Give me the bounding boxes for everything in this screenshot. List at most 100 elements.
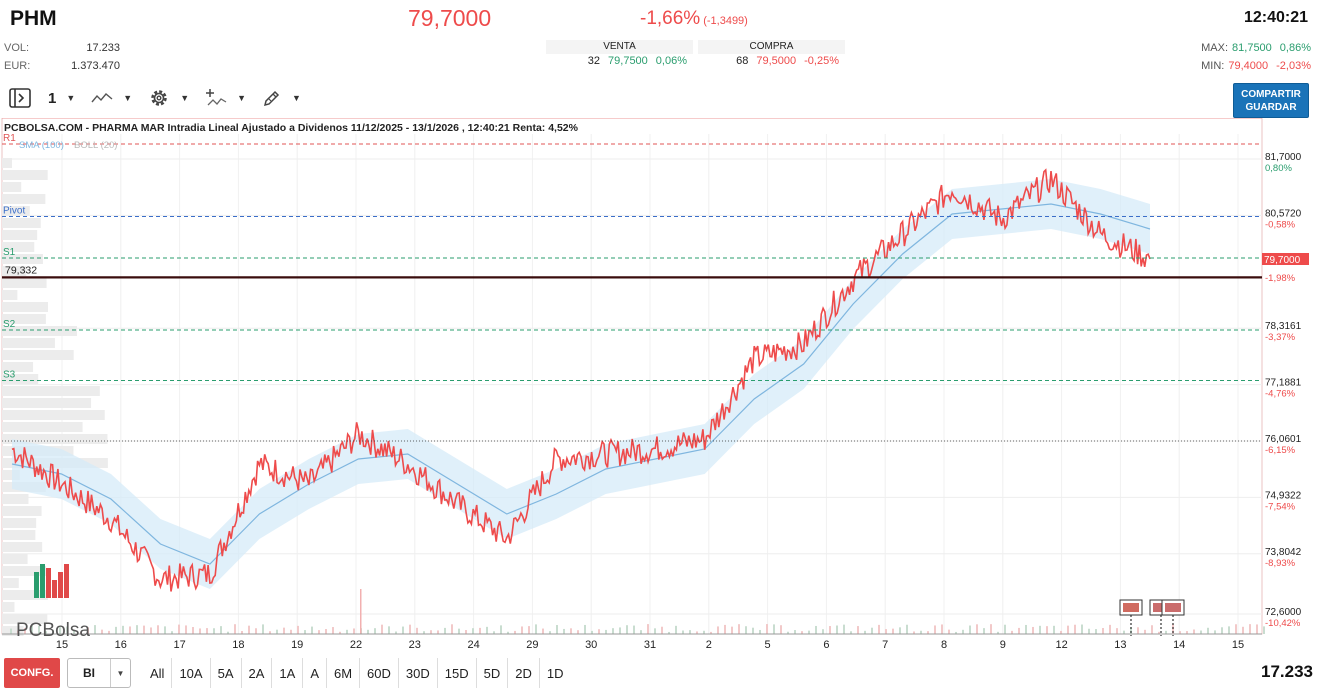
max-label: MAX: xyxy=(1201,42,1229,54)
buy-title: COMPRA xyxy=(749,41,794,52)
volume-bar xyxy=(542,628,544,634)
chart-mode-value: BI xyxy=(83,666,95,680)
period-button-1d[interactable]: 1D xyxy=(546,665,564,681)
draw-tool-select[interactable]: ▼ xyxy=(262,85,301,111)
x-tick-label: 17 xyxy=(173,639,185,651)
sma-line xyxy=(11,203,1151,565)
add-indicator-select[interactable]: ▼ xyxy=(205,85,246,111)
volume-bar xyxy=(696,631,698,634)
period-button-5a[interactable]: 5A xyxy=(211,658,242,688)
line-type-select[interactable]: ▼ xyxy=(91,85,132,111)
period-button-30d[interactable]: 30D xyxy=(399,658,438,688)
level-label-s2: S2 xyxy=(3,319,16,330)
period-button-6m[interactable]: 6M xyxy=(327,658,361,688)
chevron-down-icon: ▼ xyxy=(123,93,133,103)
volume-bar xyxy=(801,631,803,634)
volume-bar xyxy=(941,624,943,634)
x-tick-label: 9 xyxy=(1000,639,1006,651)
price-tick-pct: -7,54% xyxy=(1265,501,1296,512)
volume-bar xyxy=(584,624,586,634)
flag-fill xyxy=(1165,603,1181,612)
volume-bar xyxy=(402,626,404,634)
sell-box: VENTA 32 79,7500 0,06% xyxy=(546,40,693,68)
volume-bar xyxy=(1144,629,1146,634)
buy-price: 79,5000 xyxy=(756,55,797,67)
x-tick-label: 2 xyxy=(706,639,712,651)
volume-profile-bar xyxy=(2,434,108,444)
period-button-2a[interactable]: 2A xyxy=(242,658,273,688)
x-tick-label: 12 xyxy=(1055,639,1067,651)
volume-profile-bar xyxy=(2,218,41,228)
period-button-2d[interactable]: 2D xyxy=(508,658,540,688)
bollinger-band xyxy=(12,179,1150,589)
x-tick-label: 30 xyxy=(585,639,597,651)
volume-bar xyxy=(297,625,299,634)
volume-bar xyxy=(773,624,775,634)
volume-bar xyxy=(626,625,628,634)
period-button-all[interactable]: All xyxy=(143,658,173,688)
volume-bar xyxy=(192,627,194,634)
volume-bar xyxy=(234,624,236,634)
volume-bar xyxy=(45,631,47,634)
volume-bar xyxy=(164,626,166,634)
config-button[interactable]: CONFG. xyxy=(4,658,60,688)
quote-time: 12:40:21 xyxy=(1243,9,1308,26)
volume-bar xyxy=(899,627,901,634)
buy-qty: 68 xyxy=(736,55,749,67)
panel-toggle-button[interactable] xyxy=(8,85,32,111)
level-label-s3: S3 xyxy=(3,370,16,381)
volume-bar xyxy=(437,630,439,634)
volume-bar xyxy=(1235,624,1237,634)
share-label: COMPARTIR xyxy=(1241,89,1301,100)
period-button-10a[interactable]: 10A xyxy=(172,658,211,688)
period-button-15d[interactable]: 15D xyxy=(438,658,477,688)
chart-mode-select[interactable]: BI ▼ xyxy=(67,658,131,688)
period-button-a[interactable]: A xyxy=(303,658,327,688)
volume-bar xyxy=(444,627,446,634)
legend-sma: SMA (100) xyxy=(19,140,64,151)
min-range: MIN: 79,4000 -2,03% xyxy=(1197,60,1311,72)
buy-box: COMPRA 68 79,5000 -0,25% xyxy=(698,40,845,68)
volume-bar xyxy=(766,624,768,634)
volume-bar xyxy=(430,630,432,634)
x-tick-label: 24 xyxy=(467,639,479,651)
min-label: MIN: xyxy=(1201,60,1225,72)
volume-bar xyxy=(934,625,936,634)
period-button-5d[interactable]: 5D xyxy=(477,658,509,688)
volume-bar xyxy=(787,631,789,634)
volume-bar xyxy=(101,629,103,634)
sell-pct: 0,06% xyxy=(655,55,687,67)
volume-bar xyxy=(1200,630,1202,634)
buy-pct: -0,25% xyxy=(804,55,839,67)
volume-profile-bar xyxy=(2,602,15,612)
volume-profile-bar xyxy=(2,518,37,528)
volume-bar xyxy=(1116,628,1118,634)
x-tick-label: 13 xyxy=(1114,639,1126,651)
volume-bar xyxy=(87,627,89,634)
volume-bar xyxy=(675,625,677,634)
volume-profile-bar xyxy=(2,494,29,504)
volume-bar xyxy=(353,628,355,634)
volume-spike-bar xyxy=(360,589,362,634)
volume-bar xyxy=(815,625,817,634)
period-button-60d[interactable]: 60D xyxy=(360,658,399,688)
volume-bar xyxy=(1130,627,1132,634)
volume-bar xyxy=(633,625,635,634)
volume-bar xyxy=(521,626,523,634)
volume-bar xyxy=(619,627,621,634)
period-button-1a[interactable]: 1A xyxy=(272,658,304,688)
volume-bar xyxy=(1011,630,1013,634)
interval-select[interactable]: 1 ▼ xyxy=(48,85,75,111)
add-indicator-icon xyxy=(205,88,227,108)
volume-bar xyxy=(1165,630,1167,634)
x-tick-label: 22 xyxy=(350,639,362,651)
settings-select[interactable]: ▼ xyxy=(148,85,189,111)
volume-bar xyxy=(983,628,985,634)
volume-bar xyxy=(143,625,145,634)
volume-bar xyxy=(283,627,285,634)
share-save-button[interactable]: COMPARTIR GUARDAR xyxy=(1233,83,1309,118)
chevron-down-icon: ▼ xyxy=(237,93,247,103)
volume-bar xyxy=(10,628,12,634)
volume-bar xyxy=(339,631,341,634)
